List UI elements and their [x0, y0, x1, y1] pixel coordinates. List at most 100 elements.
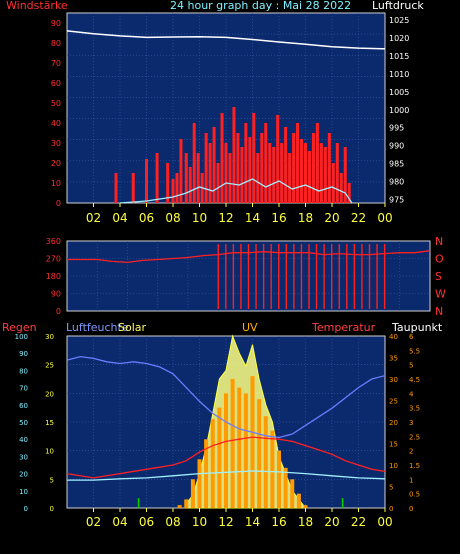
wind-tick-label: 70: [51, 59, 61, 68]
direction-compass-label: N: [435, 235, 443, 248]
rain-axis-title: Regen: [2, 321, 37, 334]
uv-tick-label: 3.5: [409, 405, 420, 413]
direction-compass-label: O: [435, 253, 444, 266]
direction-tick-label: 0: [56, 307, 61, 316]
time-tick-label: 22: [351, 211, 366, 225]
pressure-line: [66, 30, 386, 50]
direction-compass-label: W: [435, 288, 446, 301]
dewpoint-axis-title: Taupunkt: [392, 321, 443, 334]
direction-tick-label: 270: [46, 255, 61, 264]
wind-tick-label: 60: [51, 79, 61, 88]
rain-tick-label: 50: [19, 419, 28, 427]
direction-compass-label: N: [435, 305, 443, 318]
humidity-tick-label: 5: [50, 476, 54, 484]
time-tick-label: 12: [218, 211, 233, 225]
rain-tick-label: 20: [19, 471, 28, 479]
humidity-tick-label: 25: [45, 362, 54, 370]
temperature-tick-label: 15: [389, 441, 398, 449]
rain-tick-label: 100: [15, 333, 28, 341]
direction-compass-label: S: [435, 270, 442, 283]
time-tick-label: 20: [324, 211, 339, 225]
pressure-tick-label: 1020: [389, 34, 409, 43]
uv-tick-label: 0.5: [409, 491, 420, 499]
time-tick-label: 00: [377, 211, 392, 225]
pressure-tick-label: 1010: [389, 70, 409, 79]
pressure-tick-label: 975: [389, 195, 404, 204]
time-tick-label: 10: [192, 211, 207, 225]
time-tick-label: 08: [165, 211, 180, 225]
pressure-tick-label: 995: [389, 124, 404, 133]
rain-tick-label: 90: [19, 350, 28, 358]
pressure-tick-label: 1005: [389, 88, 409, 97]
uv-axis-title: UV: [242, 321, 258, 334]
wind-tick-label: 80: [51, 39, 61, 48]
wind-tick-label: 20: [51, 159, 61, 168]
chart-title: 24 hour graph day : Mai 28 2022: [170, 0, 352, 12]
humidity-axis-title: Luftfeuchte: [66, 321, 129, 334]
uv-tick-label: 2.5: [409, 433, 420, 441]
pressure-tick-label: 1025: [389, 16, 409, 25]
time-tick-label: 00: [377, 515, 392, 529]
time-tick-label: 06: [139, 515, 154, 529]
time-tick-label: 18: [298, 515, 313, 529]
humidity-tick-label: 0: [50, 505, 54, 513]
rain-tick-label: 10: [19, 488, 28, 496]
uv-tick-label: 2: [409, 448, 413, 456]
temperature-tick-label: 20: [389, 419, 398, 427]
pressure-tick-label: 1015: [389, 52, 409, 61]
wind-axis-title: Windstärke: [6, 0, 68, 12]
time-tick-label: 06: [139, 211, 154, 225]
wind-tick-label: 0: [56, 199, 61, 208]
rain-tick-label: 40: [19, 436, 28, 444]
uv-tick-label: 5: [409, 362, 413, 370]
pressure-tick-label: 985: [389, 160, 404, 169]
temperature-line: [66, 436, 386, 479]
wind-tick-label: 50: [51, 99, 61, 108]
uv-tick-label: 4: [409, 390, 414, 398]
wind-tick-label: 10: [51, 179, 61, 188]
uv-tick-label: 5.5: [409, 347, 420, 355]
time-tick-label: 04: [112, 515, 127, 529]
uv-tick-label: 4.5: [409, 376, 420, 384]
uv-tick-label: 0: [409, 505, 413, 513]
wind-tick-label: 90: [51, 19, 61, 28]
rain-tick-label: 30: [19, 453, 28, 461]
rain-tick-label: 80: [19, 367, 28, 375]
temperature-tick-label: 0: [389, 505, 393, 513]
humidity-line: [66, 355, 386, 439]
time-tick-label: 12: [218, 515, 233, 529]
pressure-tick-label: 1000: [389, 106, 409, 115]
humidity-tick-label: 15: [45, 419, 54, 427]
humidity-tick-label: 30: [45, 333, 54, 341]
wind-tick-label: 30: [51, 139, 61, 148]
direction-tick-label: 180: [46, 272, 61, 281]
pressure-axis-title: Luftdruck: [372, 0, 424, 12]
time-tick-label: 14: [245, 515, 260, 529]
dewpoint-line: [67, 470, 386, 481]
pressure-tick-label: 990: [389, 142, 404, 151]
time-tick-label: 08: [165, 515, 180, 529]
uv-tick-label: 6: [409, 333, 414, 341]
time-tick-label: 18: [298, 211, 313, 225]
time-tick-label: 14: [245, 211, 260, 225]
time-tick-label: 20: [324, 515, 339, 529]
temperature-tick-label: 25: [389, 398, 398, 406]
time-tick-label: 22: [351, 515, 366, 529]
time-tick-label: 02: [86, 515, 101, 529]
uv-tick-label: 1.5: [409, 462, 420, 470]
temperature-tick-label: 5: [389, 484, 393, 492]
direction-tick-label: 360: [46, 237, 61, 246]
rain-tick-label: 60: [19, 402, 28, 410]
time-tick-label: 10: [192, 515, 207, 529]
humidity-tick-label: 20: [45, 390, 54, 398]
wind-tick-label: 40: [51, 119, 61, 128]
solar-axis-title: Solar: [118, 321, 147, 334]
rain-tick-label: 0: [24, 505, 28, 513]
uv-tick-label: 3: [409, 419, 413, 427]
time-tick-label: 02: [86, 211, 101, 225]
rain-tick-label: 70: [19, 385, 28, 393]
time-tick-label: 16: [271, 515, 286, 529]
humidity-tick-label: 10: [45, 448, 54, 456]
